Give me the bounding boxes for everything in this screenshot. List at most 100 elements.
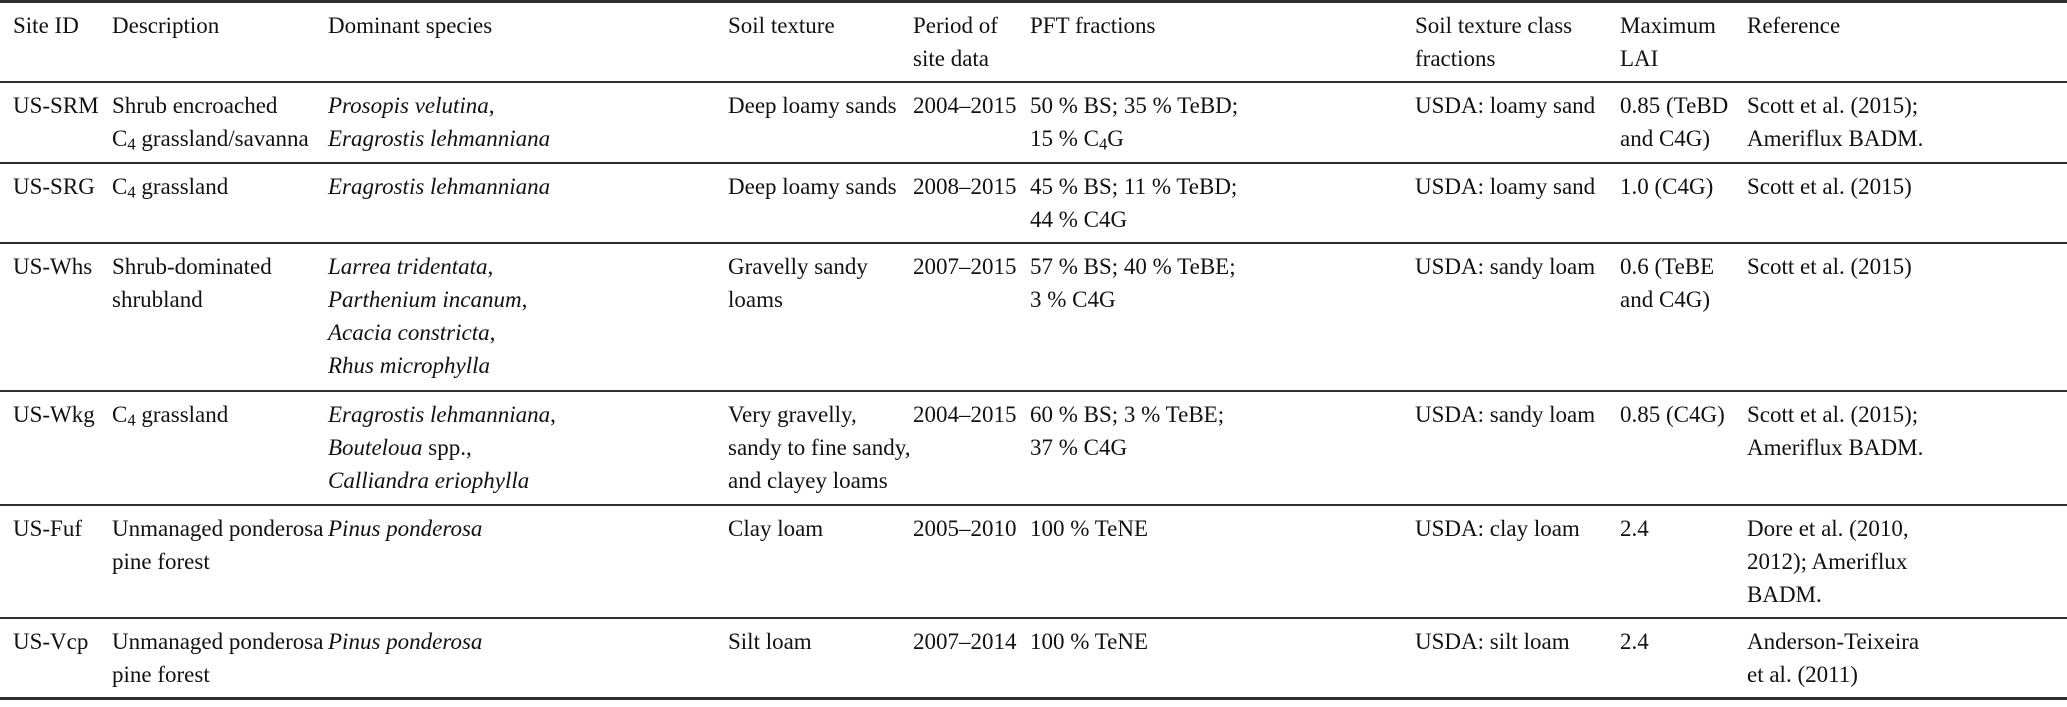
cell-line: Pinus ponderosa: [328, 629, 483, 654]
cell-line: 44 % C4G: [1030, 207, 1128, 232]
cell-line: Scott et al. (2015): [1747, 174, 1912, 199]
cell-line: site data: [913, 46, 989, 71]
cell-r4-c3: Clay loam: [728, 506, 913, 551]
cell-line: Gravelly sandy: [728, 254, 868, 279]
cell-line: Rhus microphylla: [328, 353, 491, 378]
cell-line: 100 % TeNE: [1030, 629, 1149, 654]
cell-line: 0.6 (TeBE: [1620, 254, 1715, 279]
table-row: US-SRM Shrub encroached C4 grassland/savan…: [0, 83, 2067, 164]
cell-line: LAI: [1620, 46, 1659, 71]
cell-line: BADM.: [1747, 582, 1822, 607]
cell-r1-c8: Scott et al. (2015): [1747, 164, 2054, 209]
cell-r1-c4: 2008–2015: [913, 164, 1030, 209]
cell-r5-c0: US-Vcp: [13, 619, 112, 664]
column-header-5: PFT fractions: [1030, 3, 1415, 48]
cell-line: 57 % BS; 40 % TeBE;: [1030, 254, 1236, 279]
cell-r3-c7: 0.85 (C4G): [1620, 392, 1747, 437]
cell-line: Unmanaged ponderosa: [112, 629, 324, 654]
cell-r5-c2: Pinus ponderosa: [328, 619, 728, 664]
cell-r5-c7: 2.4: [1620, 619, 1747, 664]
cell-line: Shrub-dominated: [112, 254, 272, 279]
cell-r0-c0: US-SRM: [13, 83, 112, 128]
cell-line: 15 % C4G: [1030, 126, 1124, 154]
cell-line: Soil texture class: [1415, 13, 1573, 38]
cell-line: PFT fractions: [1030, 13, 1156, 38]
cell-r3-c4: 2004–2015: [913, 392, 1030, 437]
cell-r0-c5: 50 % BS; 35 % TeBD; 15 % C4G: [1030, 83, 1415, 161]
cell-line: Dore et al. (2010,: [1747, 516, 1909, 541]
cell-r0-c8: Scott et al. (2015); Ameriflux BADM.: [1747, 83, 2054, 161]
cell-line: Eragrostis lehmanniana: [328, 126, 551, 151]
cell-line: Acacia constricta,: [328, 320, 496, 345]
cell-r3-c3: Very gravelly, sandy to fine sandy, and cl…: [728, 392, 913, 503]
column-header-1: Description: [112, 3, 328, 48]
cell-line: USDA: sandy loam: [1415, 402, 1596, 427]
cell-line: US-SRG: [13, 174, 95, 199]
column-header-7: Maximum LAI: [1620, 3, 1747, 81]
cell-r4-c0: US-Fuf: [13, 506, 112, 551]
cell-line: USDA: silt loam: [1415, 629, 1570, 654]
cell-line: 60 % BS; 3 % TeBE;: [1030, 402, 1225, 427]
cell-line: 2004–2015: [913, 402, 1017, 427]
column-header-0: Site ID: [13, 3, 112, 48]
cell-r2-c1: Shrub-dominated shrubland: [112, 244, 328, 322]
cell-line: 2005–2010: [913, 516, 1017, 541]
table-row: US-Fuf Unmanaged ponderosa pine forest Pinu…: [0, 506, 2067, 619]
cell-line: 2.4: [1620, 516, 1649, 541]
table-row: US-Wkg C4 grassland Eragrostis lehmanniana…: [0, 392, 2067, 506]
cell-r5-c3: Silt loam: [728, 619, 913, 664]
cell-line: Eragrostis lehmanniana,: [328, 402, 556, 427]
cell-line: Scott et al. (2015);: [1747, 402, 1919, 427]
cell-line: loams: [728, 287, 783, 312]
cell-line: Silt loam: [728, 629, 812, 654]
column-header-6: Soil texture class fractions: [1415, 3, 1620, 81]
cell-line: 50 % BS; 35 % TeBD;: [1030, 93, 1239, 118]
cell-line: 1.0 (C4G): [1620, 174, 1714, 199]
cell-r2-c4: 2007–2015: [913, 244, 1030, 289]
cell-r2-c3: Gravelly sandy loams: [728, 244, 913, 322]
cell-line: and C4G): [1620, 287, 1711, 312]
cell-r0-c7: 0.85 (TeBD and C4G): [1620, 83, 1747, 161]
cell-line: Eragrostis lehmanniana: [328, 174, 551, 199]
cell-r2-c8: Scott et al. (2015): [1747, 244, 2054, 289]
cell-r3-c8: Scott et al. (2015); Ameriflux BADM.: [1747, 392, 2054, 470]
cell-line: 2012); Ameriflux: [1747, 549, 1908, 574]
cell-line: Larrea tridentata,: [328, 254, 494, 279]
cell-line: Site ID: [13, 13, 79, 38]
cell-line: et al. (2011): [1747, 662, 1858, 687]
cell-r3-c6: USDA: sandy loam: [1415, 392, 1620, 437]
cell-line: Ameriflux BADM.: [1747, 435, 1924, 460]
cell-line: Description: [112, 13, 220, 38]
cell-line: US-Fuf: [13, 516, 83, 541]
table-row: US-Vcp Unmanaged ponderosa pine forest Pinu…: [0, 619, 2067, 697]
cell-r3-c1: C4 grassland: [112, 392, 328, 437]
cell-r1-c2: Eragrostis lehmanniana: [328, 164, 728, 209]
cell-line: Ameriflux BADM.: [1747, 126, 1924, 151]
cell-line: pine forest: [112, 662, 210, 687]
cell-line: 3 % C4G: [1030, 287, 1116, 312]
cell-r0-c3: Deep loamy sands: [728, 83, 913, 128]
cell-line: and C4G): [1620, 126, 1711, 151]
cell-r4-c4: 2005–2010: [913, 506, 1030, 551]
cell-r1-c0: US-SRG: [13, 164, 112, 209]
cell-line: Bouteloua spp.,: [328, 435, 472, 460]
cell-line: Period of: [913, 13, 998, 38]
cell-line: C4 grassland: [112, 174, 229, 202]
column-header-4: Period of site data: [913, 3, 1030, 81]
cell-r2-c7: 0.6 (TeBE and C4G): [1620, 244, 1747, 322]
cell-line: US-Wkg: [13, 402, 95, 427]
header-row: Site ID Description Dominant species Soil t…: [0, 3, 2067, 83]
cell-r0-c6: USDA: loamy sand: [1415, 83, 1620, 128]
cell-line: C4 grassland/savanna: [112, 126, 309, 154]
cell-r3-c5: 60 % BS; 3 % TeBE; 37 % C4G: [1030, 392, 1415, 470]
cell-line: 100 % TeNE: [1030, 516, 1149, 541]
cell-line: sandy to fine sandy,: [728, 435, 911, 460]
cell-line: Soil texture: [728, 13, 835, 38]
cell-line: Clay loam: [728, 516, 824, 541]
cell-r3-c2: Eragrostis lehmanniana, Bouteloua spp., Ca…: [328, 392, 728, 503]
cell-r5-c8: Anderson-Teixeira et al. (2011): [1747, 619, 2054, 697]
cell-line: Pinus ponderosa: [328, 516, 483, 541]
cell-line: Deep loamy sands: [728, 93, 897, 118]
cell-r4-c7: 2.4: [1620, 506, 1747, 551]
